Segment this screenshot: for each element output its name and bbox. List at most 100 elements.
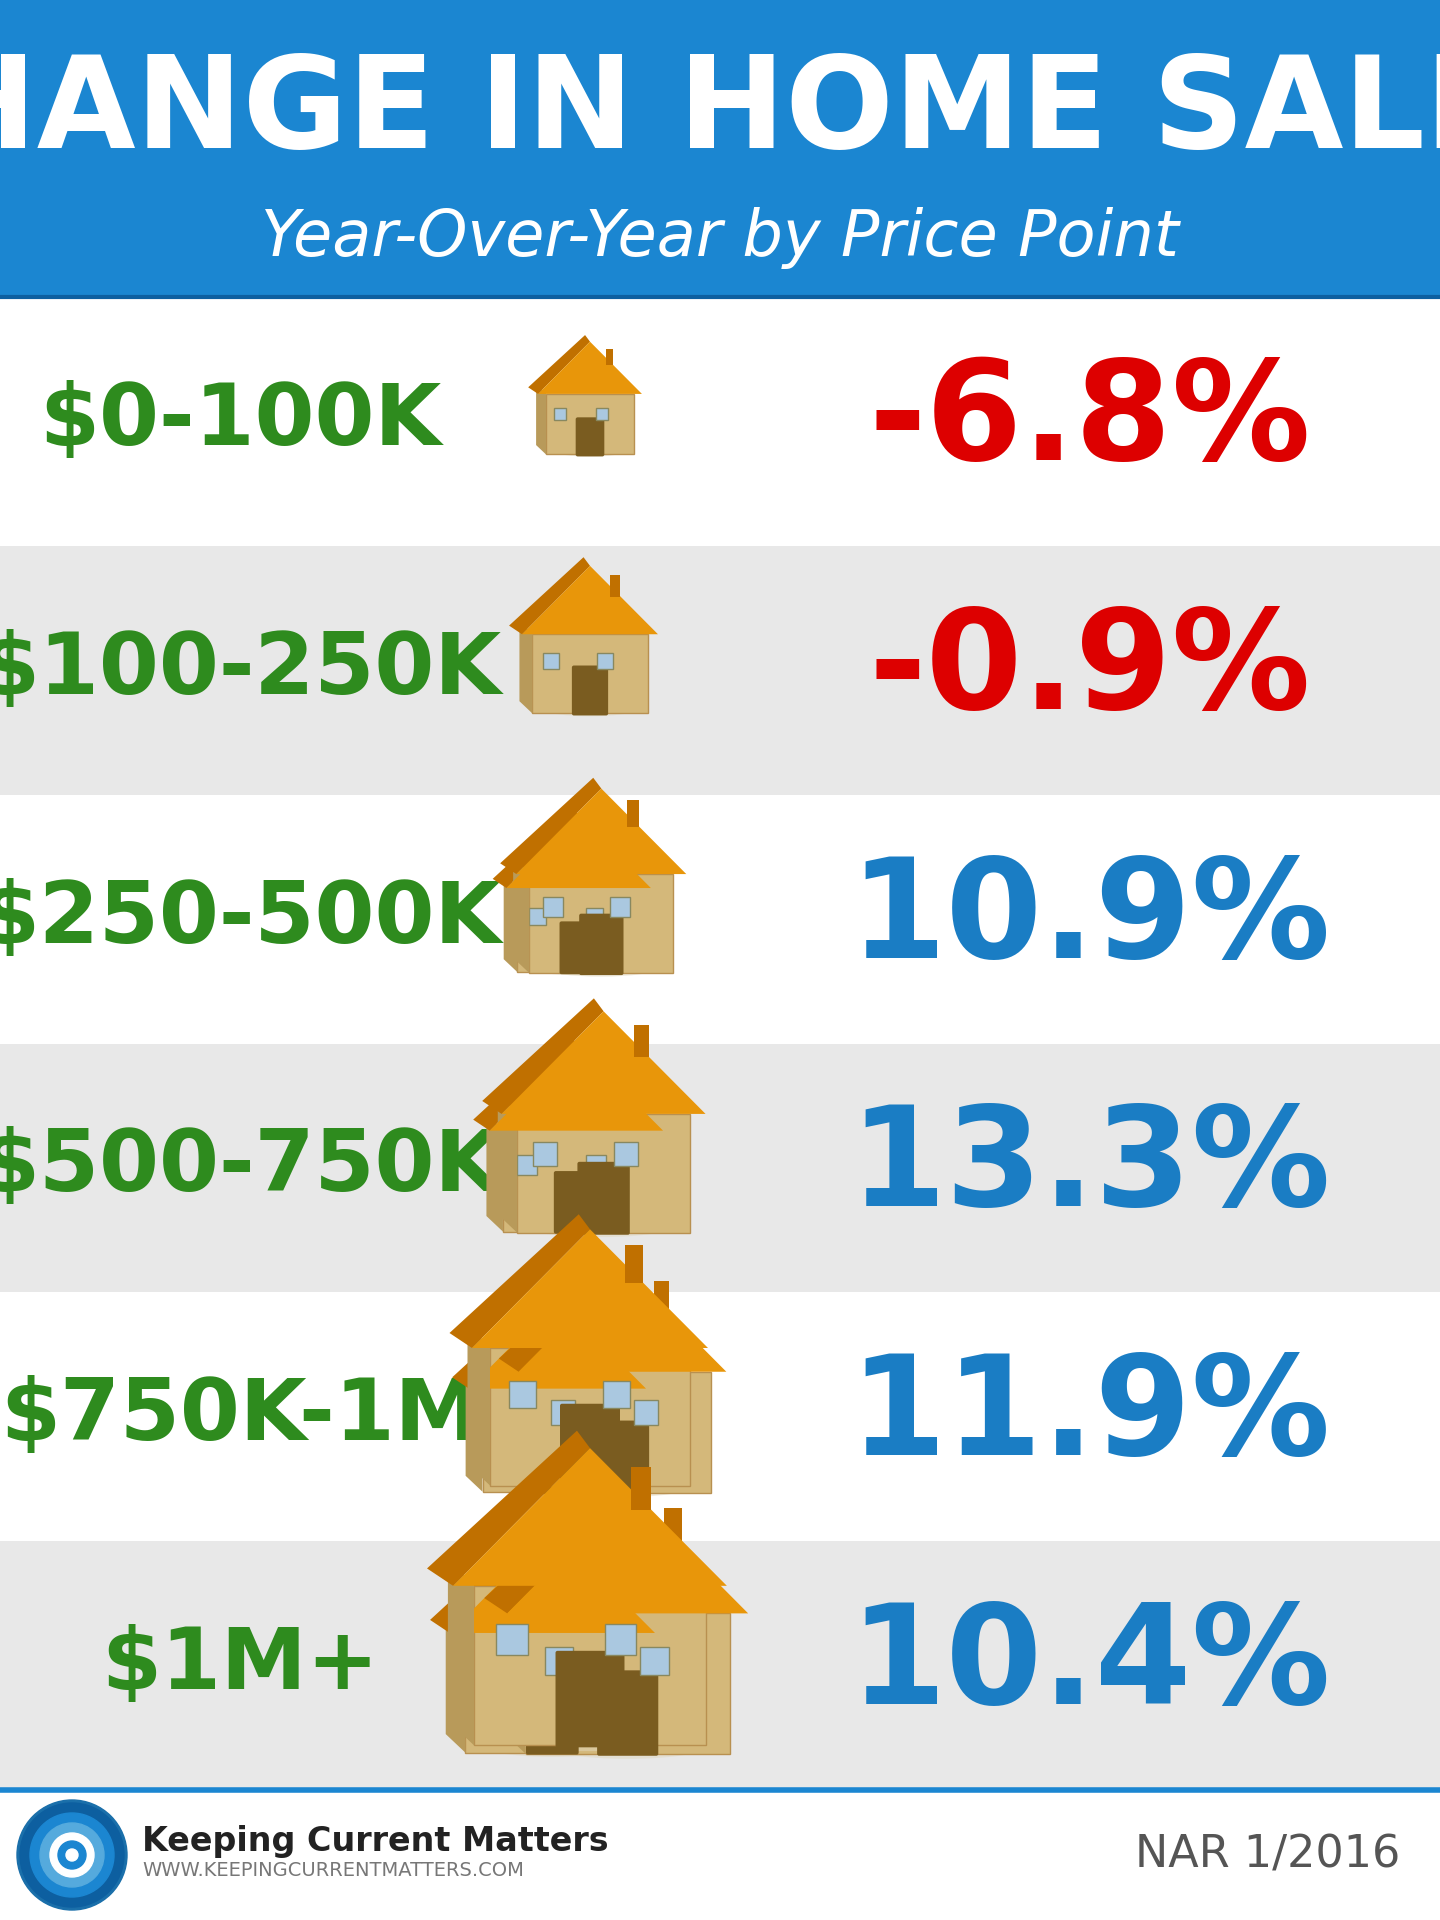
FancyBboxPatch shape xyxy=(0,1292,1440,1542)
FancyBboxPatch shape xyxy=(0,1542,1440,1789)
Text: CHANGE IN HOME SALES: CHANGE IN HOME SALES xyxy=(0,50,1440,175)
Polygon shape xyxy=(503,1597,526,1753)
FancyBboxPatch shape xyxy=(517,1114,690,1233)
FancyBboxPatch shape xyxy=(554,1171,599,1235)
FancyBboxPatch shape xyxy=(625,1246,642,1283)
Polygon shape xyxy=(510,557,590,634)
FancyBboxPatch shape xyxy=(631,1467,651,1509)
Polygon shape xyxy=(474,1033,576,1131)
Text: $0-100K: $0-100K xyxy=(39,380,441,463)
Circle shape xyxy=(20,1803,124,1907)
Circle shape xyxy=(58,1841,86,1868)
Polygon shape xyxy=(452,1288,557,1388)
FancyBboxPatch shape xyxy=(576,417,605,457)
Ellipse shape xyxy=(521,1219,632,1235)
Circle shape xyxy=(60,1843,84,1866)
FancyBboxPatch shape xyxy=(546,394,634,455)
FancyBboxPatch shape xyxy=(605,1624,636,1655)
FancyBboxPatch shape xyxy=(544,1647,573,1674)
FancyBboxPatch shape xyxy=(586,908,603,925)
Polygon shape xyxy=(507,1492,749,1613)
Ellipse shape xyxy=(501,1478,613,1496)
Ellipse shape xyxy=(552,1736,704,1759)
Circle shape xyxy=(39,1822,105,1887)
FancyBboxPatch shape xyxy=(497,1413,517,1434)
Polygon shape xyxy=(472,1229,708,1348)
Polygon shape xyxy=(446,1620,465,1753)
Text: 13.3%: 13.3% xyxy=(850,1100,1331,1235)
FancyBboxPatch shape xyxy=(596,409,608,420)
Ellipse shape xyxy=(547,703,634,716)
FancyBboxPatch shape xyxy=(598,1670,658,1755)
Polygon shape xyxy=(454,1448,727,1586)
FancyBboxPatch shape xyxy=(567,1413,588,1434)
Circle shape xyxy=(17,1801,127,1910)
FancyBboxPatch shape xyxy=(465,1632,639,1753)
FancyBboxPatch shape xyxy=(583,1544,599,1576)
FancyBboxPatch shape xyxy=(526,1613,730,1753)
FancyBboxPatch shape xyxy=(533,634,648,714)
Text: -6.8%: -6.8% xyxy=(868,353,1312,490)
Ellipse shape xyxy=(539,1217,668,1236)
Polygon shape xyxy=(431,1517,553,1632)
Ellipse shape xyxy=(487,1738,618,1757)
FancyBboxPatch shape xyxy=(474,1586,706,1745)
FancyBboxPatch shape xyxy=(508,1380,536,1407)
FancyBboxPatch shape xyxy=(528,908,546,925)
FancyBboxPatch shape xyxy=(596,1421,649,1496)
Polygon shape xyxy=(520,626,533,714)
FancyBboxPatch shape xyxy=(600,826,611,849)
FancyBboxPatch shape xyxy=(517,1154,537,1175)
FancyBboxPatch shape xyxy=(602,1380,631,1407)
Polygon shape xyxy=(465,1377,482,1492)
FancyBboxPatch shape xyxy=(611,574,621,597)
FancyBboxPatch shape xyxy=(534,1371,710,1492)
FancyBboxPatch shape xyxy=(586,1154,606,1175)
FancyBboxPatch shape xyxy=(598,653,613,668)
Text: 10.4%: 10.4% xyxy=(850,1597,1331,1734)
Polygon shape xyxy=(498,1254,622,1371)
Text: Year-Over-Year by Price Point: Year-Over-Year by Price Point xyxy=(261,207,1179,269)
FancyBboxPatch shape xyxy=(664,1509,681,1548)
FancyBboxPatch shape xyxy=(579,914,624,975)
FancyBboxPatch shape xyxy=(503,1131,649,1231)
Circle shape xyxy=(30,1812,114,1897)
Polygon shape xyxy=(507,816,651,889)
Text: $1M+: $1M+ xyxy=(101,1624,379,1707)
Polygon shape xyxy=(428,1430,590,1586)
Circle shape xyxy=(50,1834,94,1878)
Text: -0.9%: -0.9% xyxy=(868,603,1312,737)
FancyBboxPatch shape xyxy=(606,349,613,365)
FancyBboxPatch shape xyxy=(585,1311,598,1340)
Ellipse shape xyxy=(533,962,625,975)
Text: 11.9%: 11.9% xyxy=(850,1350,1331,1484)
Ellipse shape xyxy=(556,1476,688,1498)
Polygon shape xyxy=(482,998,603,1114)
FancyBboxPatch shape xyxy=(560,922,598,973)
FancyBboxPatch shape xyxy=(543,653,559,668)
FancyBboxPatch shape xyxy=(626,801,639,828)
Text: NAR 1/2016: NAR 1/2016 xyxy=(1135,1834,1400,1876)
FancyBboxPatch shape xyxy=(572,666,608,716)
FancyBboxPatch shape xyxy=(554,409,566,420)
Polygon shape xyxy=(513,864,530,973)
Polygon shape xyxy=(528,336,590,394)
FancyBboxPatch shape xyxy=(611,897,631,918)
Polygon shape xyxy=(487,1119,503,1231)
Polygon shape xyxy=(449,1530,655,1632)
FancyBboxPatch shape xyxy=(560,1404,621,1488)
Text: $750K-1M: $750K-1M xyxy=(0,1375,480,1459)
FancyBboxPatch shape xyxy=(526,1682,579,1755)
Polygon shape xyxy=(498,1100,517,1233)
FancyBboxPatch shape xyxy=(533,1142,557,1165)
Polygon shape xyxy=(504,879,517,972)
Polygon shape xyxy=(517,789,687,874)
Circle shape xyxy=(66,1849,78,1860)
FancyBboxPatch shape xyxy=(0,0,1440,298)
FancyBboxPatch shape xyxy=(495,1624,527,1655)
Polygon shape xyxy=(539,342,642,394)
FancyBboxPatch shape xyxy=(530,874,674,973)
FancyBboxPatch shape xyxy=(0,1043,1440,1292)
Polygon shape xyxy=(500,778,602,874)
Text: 10.9%: 10.9% xyxy=(850,852,1331,987)
